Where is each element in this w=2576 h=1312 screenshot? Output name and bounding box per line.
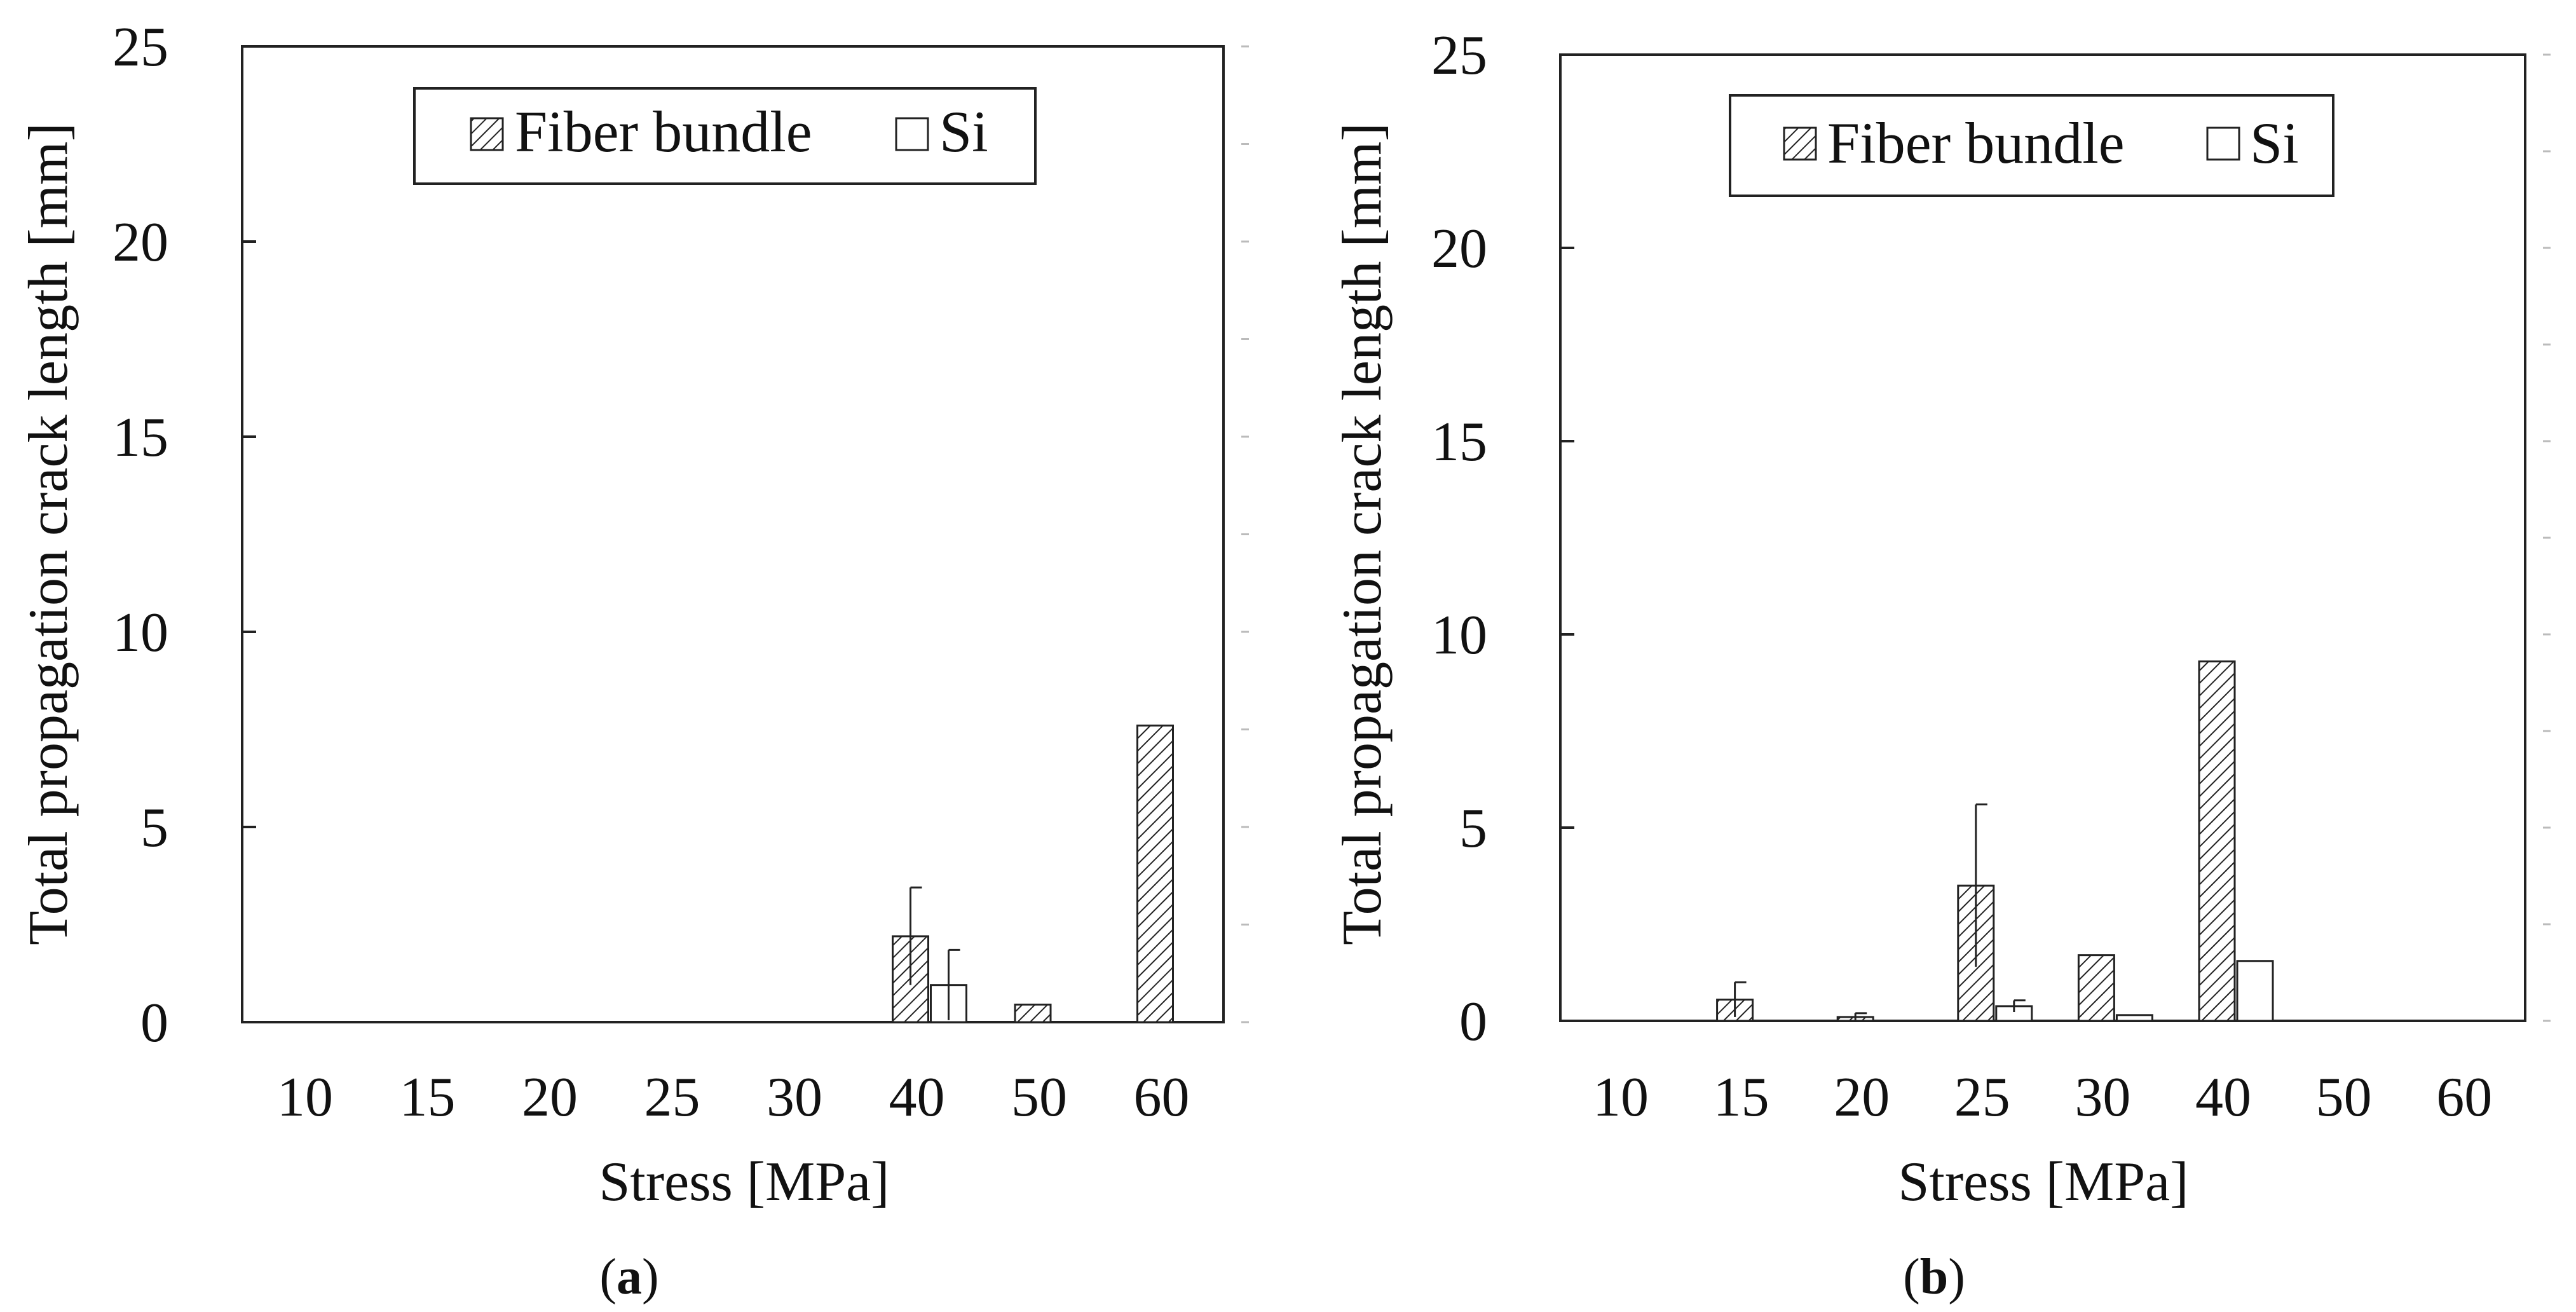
- axis-ticks: 0 5 10 15 20 25 10 15 20 25 30 40 50 60: [1431, 25, 2551, 1128]
- x-tick-label: 40: [889, 1067, 945, 1128]
- bars-group: [1716, 660, 2274, 1022]
- legend-swatch-fiber-bundle: [1783, 126, 1817, 161]
- x-tick-label: 20: [522, 1067, 578, 1128]
- y-tick-label: 25: [112, 17, 168, 78]
- bar-si: [2115, 1014, 2153, 1022]
- y-tick-label: 15: [1431, 411, 1487, 473]
- panel-caption: (a): [599, 1249, 658, 1305]
- legend-box: [413, 87, 1037, 185]
- y-tick-label: 0: [1459, 991, 1487, 1053]
- legend-label-si: Si: [2250, 111, 2299, 175]
- legend-swatch-fiber-bundle: [470, 117, 504, 151]
- y-tick-label: 20: [1431, 218, 1487, 280]
- y-tick-label: 25: [1431, 25, 1487, 86]
- legend-label-fiber-bundle: Fiber bundle: [1827, 111, 2125, 175]
- x-tick-label: 40: [2195, 1067, 2251, 1128]
- legend: Fiber bundle Si: [413, 87, 1037, 185]
- y-tick-label: 0: [140, 992, 168, 1054]
- x-tick-label: 30: [2075, 1067, 2130, 1128]
- legend-label-fiber-bundle: Fiber bundle: [515, 99, 812, 164]
- y-tick-label: 20: [112, 212, 168, 273]
- bars-group: [892, 724, 1174, 1023]
- x-axis-title: Stress [MPa]: [1898, 1151, 2188, 1213]
- x-tick-label: 50: [1011, 1067, 1067, 1128]
- x-tick-label: 25: [1954, 1067, 2010, 1128]
- bar-fiber-bundle: [2077, 954, 2115, 1022]
- legend-label-si: Si: [939, 99, 988, 164]
- y-tick-label: 5: [140, 797, 168, 859]
- x-tick-label: 25: [644, 1067, 700, 1128]
- x-tick-label: 10: [277, 1067, 333, 1128]
- chart-panel-b: 0 5 10 15 20 25 10 15 20 25 30 40 50 60 Total propaga…: [1332, 25, 2551, 1305]
- plot-frame: [1559, 53, 2526, 1022]
- legend-swatch-si: [895, 117, 929, 151]
- bar-si: [2236, 960, 2274, 1022]
- x-tick-label: 60: [1134, 1067, 1190, 1128]
- x-tick-label: 30: [767, 1067, 822, 1128]
- y-tick-label: 10: [112, 602, 168, 664]
- x-tick-label: 15: [1714, 1067, 1769, 1128]
- y-tick-label: 10: [1431, 605, 1487, 666]
- bar-fiber-bundle: [1014, 1003, 1052, 1023]
- x-tick-label: 50: [2316, 1067, 2372, 1128]
- y-tick-label: 5: [1459, 798, 1487, 859]
- x-tick-label: 10: [1593, 1067, 1649, 1128]
- legend-swatch-si: [2206, 126, 2240, 161]
- axis-ticks: 0 5 10 15 20 25 10 15 20 25 30 40 50 60: [112, 17, 1249, 1128]
- y-axis-title: Total propagation crack length [mm]: [1332, 123, 1393, 945]
- plot-frame: [241, 45, 1225, 1023]
- x-tick-label: 60: [2436, 1067, 2492, 1128]
- x-tick-label: 20: [1834, 1067, 1890, 1128]
- x-axis-title: Stress [MPa]: [599, 1151, 889, 1213]
- bar-fiber-bundle: [1136, 724, 1174, 1023]
- y-tick-label: 15: [112, 407, 168, 468]
- y-axis-title: Total propagation crack length [mm]: [18, 123, 79, 945]
- x-tick-label: 15: [400, 1067, 456, 1128]
- bar-fiber-bundle: [2198, 660, 2236, 1022]
- chart-panel-a: 0 5 10 15 20 25 10 15 20 25 30 40 50 60 Total propaga…: [18, 17, 1249, 1305]
- panel-caption: (b): [1903, 1249, 1965, 1305]
- legend: Fiber bundle Si: [1729, 94, 2334, 197]
